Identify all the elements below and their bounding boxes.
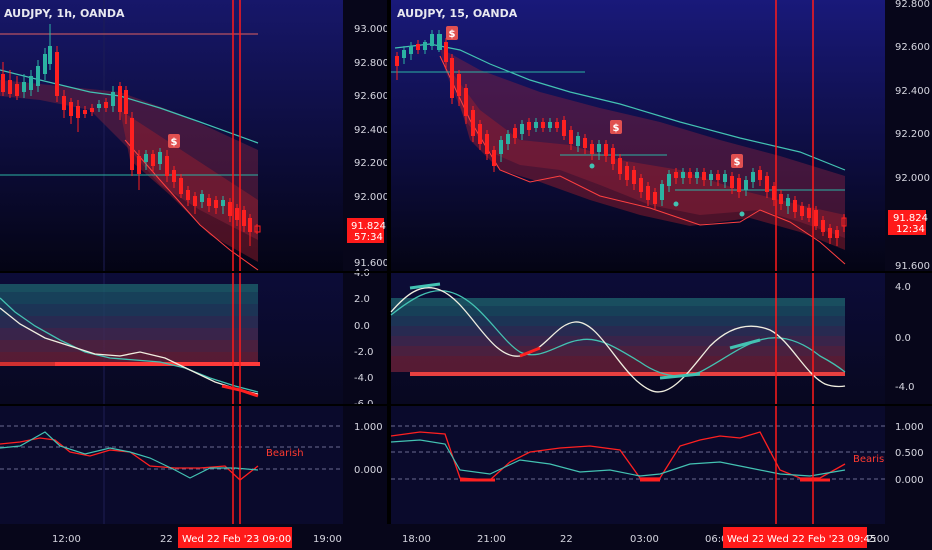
right-last-price-label: 91.824 12:34 [888,210,928,235]
right-price-tick-2: 92.400 [895,86,930,97]
right-time-cursor-label-a: Wed 22 [723,527,765,548]
left-osc-tick-4: -4.0 [354,373,374,384]
left-bottom-axis[interactable] [343,406,387,524]
right-time-cursor-a: Wed 22 [727,534,765,545]
right-signal-text-2: $ [613,123,620,134]
right-signal-text-1: $ [449,29,456,40]
left-oscillator-bands [0,284,260,366]
left-signal-marker[interactable]: $ [168,134,180,148]
right-bottom-tick-0: 1.000 [895,422,924,433]
right-chart[interactable]: $ $ $ 92.800 92.600 92.400 92.200 92.000… [390,0,932,524]
right-bottom-teal-line [390,439,846,477]
right-time-tick-5: 2:00 [867,534,889,545]
right-signal-marker-3[interactable]: $ [731,154,743,168]
right-price-tick-5: 91.600 [895,261,930,272]
right-osc-tick-0: 4.0 [895,282,911,293]
left-bottom-red-line [0,437,259,481]
right-time-cursor-b: Wed 22 Feb '23 09:45 [767,534,876,545]
left-signal-text: $ [171,137,178,148]
left-last-price-label: 91.824 57:34 [347,218,386,243]
right-osc-tick-2: -4.0 [895,382,915,393]
left-chart-title: AUDJPY, 1h, OANDA [4,7,125,20]
left-osc-axis[interactable] [343,273,387,404]
right-time-cursor-label-b: Wed 22 Feb '23 09:45 [763,527,876,548]
left-bottom-tick-0: 1.000 [354,422,383,433]
left-countdown: 57:34 [354,232,383,243]
left-time-cursor: Wed 22 Feb '23 09:00 [182,534,291,545]
right-osc-tick-1: 0.0 [895,333,911,344]
left-time-tick-1: 22 [160,534,173,545]
left-price-tick-1: 92.800 [354,58,389,69]
left-osc-signal-line [0,297,259,393]
right-time-tick-3: 03:00 [630,534,659,545]
right-price-tick-3: 92.200 [895,129,930,140]
left-time-tick-2: 19:00 [313,534,342,545]
right-osc-signal-line [390,290,846,377]
right-chart-title: AUDJPY, 15, OANDA [397,7,518,20]
right-bottom-label: Bearish [853,454,891,465]
left-osc-tick-2: 0.0 [354,321,370,332]
chart-divider[interactable] [387,0,391,550]
left-price-tick-2: 92.600 [354,91,389,102]
left-price-tick-5: 92.000 [354,192,389,203]
right-signal-marker-2[interactable]: $ [610,120,622,134]
left-osc-tick-1: 2.0 [354,294,370,305]
right-price-tick-4: 92.000 [895,173,930,184]
right-time-tick-4: 06:00 [705,534,734,545]
left-bottom-tick-1: 0.000 [354,465,383,476]
left-time-tick-0: 12:00 [52,534,81,545]
right-baseline-line [394,43,846,171]
right-time-tick-0: 18:00 [402,534,431,545]
left-last-price: 91.824 [351,221,386,232]
right-lower-band [439,55,846,265]
right-time-tick-2: 22 [560,534,573,545]
right-bottom-pane[interactable] [391,406,885,524]
right-countdown: 12:34 [896,224,925,235]
left-candles [1,24,261,246]
left-osc-tick-3: -2.0 [354,347,374,358]
right-bottom-tick-1: 0.500 [895,448,924,459]
right-last-price: 91.824 [893,213,928,224]
right-bottom-tick-2: 0.000 [895,475,924,486]
right-oscillator-bands [391,298,845,376]
left-chart[interactable]: $ 93.000 92.800 92.600 92.400 92.200 92.… [0,0,389,524]
left-bottom-teal-line [0,431,259,479]
right-bottom-axis[interactable] [885,406,932,524]
right-osc-axis[interactable] [885,273,932,404]
left-osc-tick-0: 4.0 [354,268,370,279]
left-price-tick-3: 92.400 [354,125,389,136]
right-osc-main-line [390,287,846,393]
right-candles [395,30,847,246]
left-price-tick-4: 92.200 [354,158,389,169]
right-price-tick-1: 92.600 [895,42,930,53]
right-signal-text-3: $ [734,157,741,168]
right-price-tick-0: 92.800 [895,0,930,10]
right-signal-marker-1[interactable]: $ [446,26,458,40]
right-time-tick-1: 21:00 [477,534,506,545]
left-osc-main-line [0,307,259,395]
left-price-tick-6: 91.600 [354,258,389,269]
left-bottom-pane[interactable] [0,406,343,524]
left-price-tick-0: 93.000 [354,24,389,35]
left-bottom-label: Bearish [266,448,304,459]
left-time-cursor-label: Wed 22 Feb '23 09:00 [178,527,292,548]
